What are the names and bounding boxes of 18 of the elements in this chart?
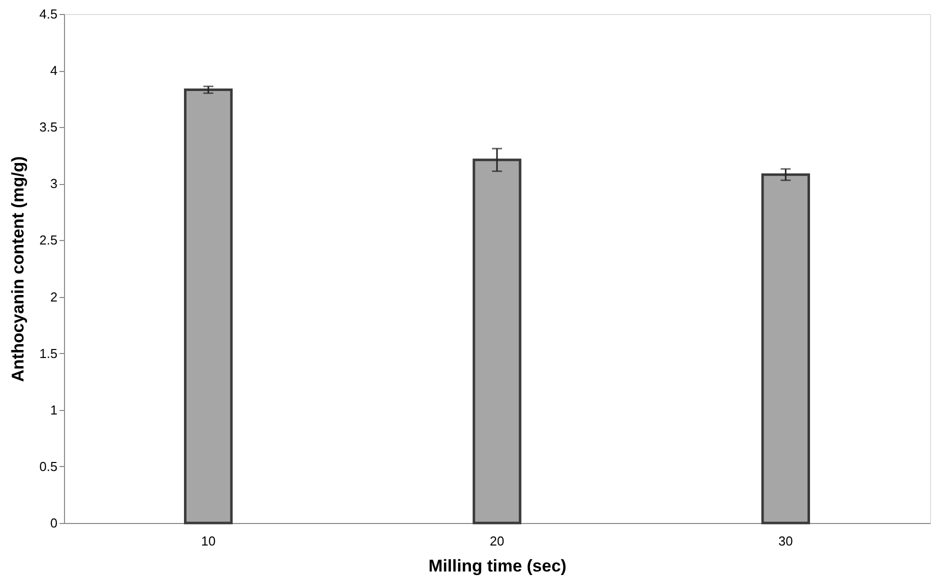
- x-tick-label: 10: [201, 534, 216, 548]
- y-axis-title: Anthocyanin content (mg/g): [8, 156, 28, 382]
- x-axis-title: Milling time (sec): [428, 556, 566, 576]
- x-tick-label: 20: [490, 534, 504, 548]
- bar: [761, 173, 810, 524]
- y-tick-label: 2: [50, 289, 58, 304]
- y-tick-label: 4: [50, 63, 58, 78]
- y-tick-label: 4.5: [39, 6, 58, 22]
- bar: [184, 88, 233, 524]
- x-tick-label: 30: [778, 534, 793, 548]
- y-tick-label: 0: [50, 516, 58, 530]
- y-tick-label: 3: [50, 176, 58, 192]
- y-tick-label: 1: [50, 402, 58, 418]
- y-tick-label: 2.5: [39, 232, 58, 248]
- bar: [472, 158, 522, 524]
- y-tick-label: 1.5: [39, 346, 58, 361]
- y-tick-label: 3.5: [39, 120, 58, 135]
- y-tick-label: 0.5: [39, 458, 58, 474]
